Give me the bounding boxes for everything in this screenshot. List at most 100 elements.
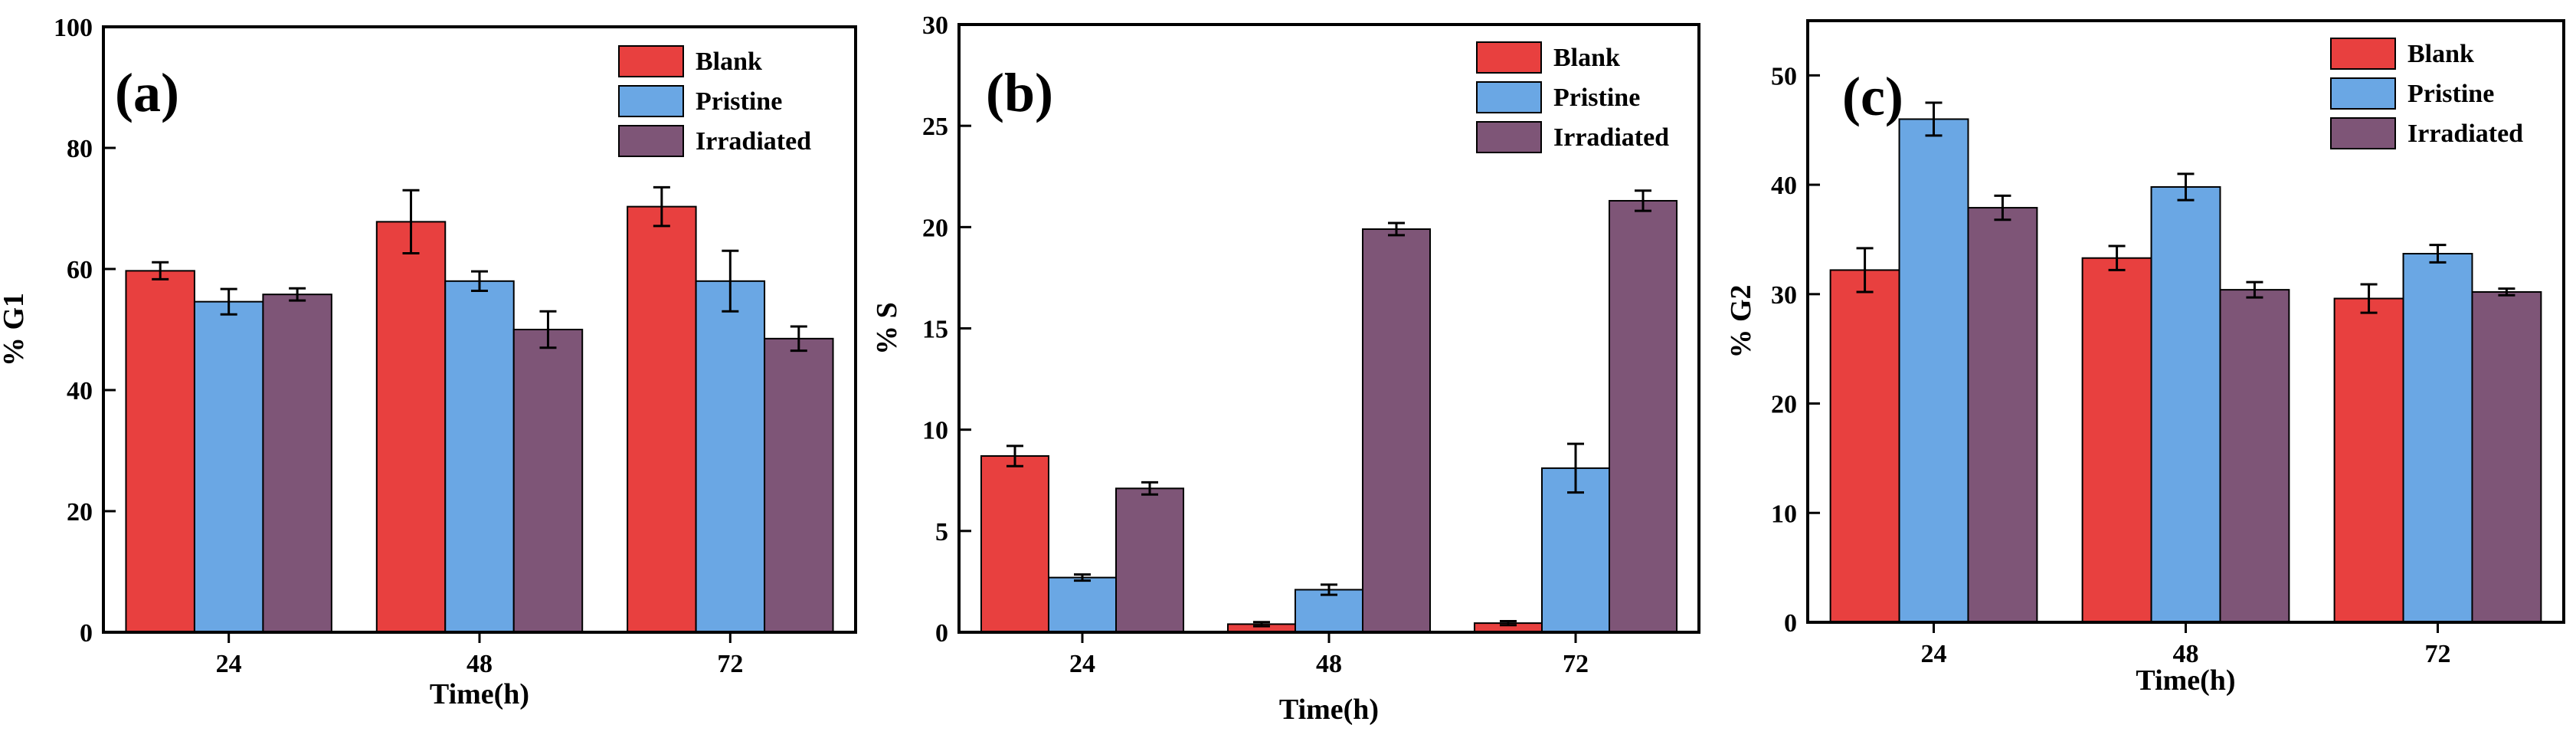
y-tick-label: 20 [1771, 391, 1797, 419]
x-axis-title: Time(h) [2136, 664, 2235, 697]
chart-panel-1: 0 20 40 60 80 100 24 48 72 Time(h) % G1 (a) Blank Pri… [0, 14, 857, 710]
error-bar-pristine-24 [220, 287, 237, 316]
error-bar-pristine-72 [722, 249, 739, 313]
bar-irradiated-24 [1967, 207, 2038, 623]
error-bar-pristine-24 [1074, 573, 1091, 582]
y-tick-label: 30 [1771, 281, 1797, 310]
error-bar-blank-48 [2108, 244, 2126, 271]
y-tick-label: 10 [1771, 500, 1797, 528]
error-bar-pristine-24 [1925, 101, 1943, 137]
x-axis-title: Time(h) [1279, 694, 1379, 726]
bar-pristine-72 [2402, 253, 2473, 623]
legend-swatch-pristine [1476, 81, 1542, 113]
bar-irradiated-24 [262, 294, 332, 633]
chart-panel-3: 0 10 20 30 40 50 24 48 72 Time(h) % G2 (c) Blank Pris… [1725, 19, 2565, 697]
x-tick-label: 48 [466, 650, 493, 678]
bar-pristine-24 [1047, 576, 1118, 634]
error-bar-blank-72 [1499, 619, 1517, 627]
error-bar-pristine-48 [471, 270, 488, 292]
legend-swatch-blank [2330, 38, 2396, 70]
error-bar-pristine-72 [1567, 442, 1584, 494]
x-tick-label: 72 [2425, 640, 2451, 668]
y-tick-label: 15 [922, 316, 948, 344]
legend-label-pristine: Pristine [1553, 84, 1640, 112]
bar-blank-24 [1829, 269, 1900, 623]
error-bar-pristine-72 [2429, 244, 2447, 264]
legend-label-irradiated: Irradiated [2407, 120, 2523, 148]
y-tick-label: 20 [67, 498, 93, 526]
y-tick-label: 40 [1771, 172, 1797, 200]
legend-swatch-irradiated [1476, 121, 1542, 153]
x-tick-label: 72 [1563, 650, 1589, 678]
bar-irradiated-24 [1115, 487, 1185, 633]
bar-blank-72 [627, 205, 697, 633]
bar-blank-48 [2081, 257, 2152, 623]
error-bar-irradiated-48 [1388, 221, 1406, 237]
panel-label: (b) [986, 62, 1053, 123]
bar-pristine-48 [2150, 185, 2221, 624]
x-tick-label: 24 [1921, 640, 1947, 668]
error-bar-irradiated-48 [2246, 280, 2263, 299]
bar-pristine-48 [1294, 589, 1364, 633]
chart-panel-2: 0 5 10 15 20 25 30 24 48 72 Time(h) % S (b) Blank Pris… [871, 11, 1700, 726]
y-tick-label: 30 [922, 11, 948, 40]
bar-pristine-24 [1898, 118, 1969, 624]
bar-blank-72 [2333, 297, 2404, 623]
y-tick-label: 40 [67, 377, 93, 405]
y-axis-title: % G2 [1725, 284, 1757, 358]
y-tick-label: 80 [67, 135, 93, 163]
error-bar-irradiated-72 [1635, 189, 1652, 212]
legend-label-blank: Blank [2407, 40, 2474, 68]
x-axis-title: Time(h) [430, 678, 529, 710]
bar-irradiated-72 [2471, 290, 2542, 623]
bar-irradiated-72 [764, 337, 834, 633]
x-tick-label: 72 [717, 650, 743, 678]
y-tick-label: 0 [80, 619, 93, 648]
bar-blank-48 [375, 221, 447, 633]
bar-irradiated-48 [512, 329, 584, 633]
y-tick-label: 10 [922, 417, 948, 445]
error-bar-pristine-48 [2177, 172, 2195, 202]
error-bar-irradiated-24 [289, 287, 306, 302]
error-bar-blank-24 [1006, 444, 1023, 467]
error-bar-irradiated-24 [1994, 194, 2011, 221]
error-bar-blank-24 [152, 261, 169, 280]
y-tick-label: 0 [1784, 609, 1797, 638]
bar-pristine-48 [444, 280, 515, 633]
bar-pristine-72 [695, 280, 766, 633]
legend-swatch-blank [1476, 41, 1542, 74]
legend-swatch-pristine [2330, 77, 2396, 110]
panel-label: (a) [115, 62, 179, 123]
error-bar-blank-48 [402, 189, 420, 254]
error-bar-blank-72 [2360, 283, 2378, 314]
legend: Blank Pristine Irradiated [2330, 38, 2523, 149]
y-tick-label: 60 [67, 256, 93, 284]
bar-pristine-72 [1540, 467, 1611, 634]
bar-pristine-24 [193, 300, 264, 633]
legend: Blank Pristine Irradiated [618, 45, 811, 157]
y-tick-label: 50 [1771, 62, 1797, 90]
x-tick-label: 48 [1316, 650, 1342, 678]
error-bar-pristine-48 [1321, 583, 1337, 596]
legend-swatch-blank [618, 45, 684, 77]
legend-label-blank: Blank [696, 48, 762, 76]
error-bar-irradiated-24 [1141, 481, 1159, 496]
bar-irradiated-48 [2219, 289, 2290, 623]
y-axis-title: % G1 [0, 293, 30, 366]
legend-label-pristine: Pristine [2407, 80, 2494, 108]
legend: Blank Pristine Irradiated [1476, 41, 1669, 153]
x-tick-label: 24 [216, 650, 242, 678]
y-axis-title: % S [871, 302, 903, 355]
y-tick-label: 100 [54, 14, 93, 42]
error-bar-irradiated-72 [790, 325, 807, 353]
y-tick-label: 25 [922, 113, 948, 141]
legend-label-irradiated: Irradiated [1553, 123, 1669, 152]
legend-swatch-pristine [618, 85, 684, 117]
legend-label-pristine: Pristine [696, 87, 782, 116]
bar-blank-24 [125, 270, 195, 633]
error-bar-blank-48 [1252, 621, 1270, 628]
error-bar-blank-24 [1856, 247, 1874, 294]
legend-swatch-irradiated [2330, 117, 2396, 149]
bar-blank-24 [980, 455, 1049, 634]
